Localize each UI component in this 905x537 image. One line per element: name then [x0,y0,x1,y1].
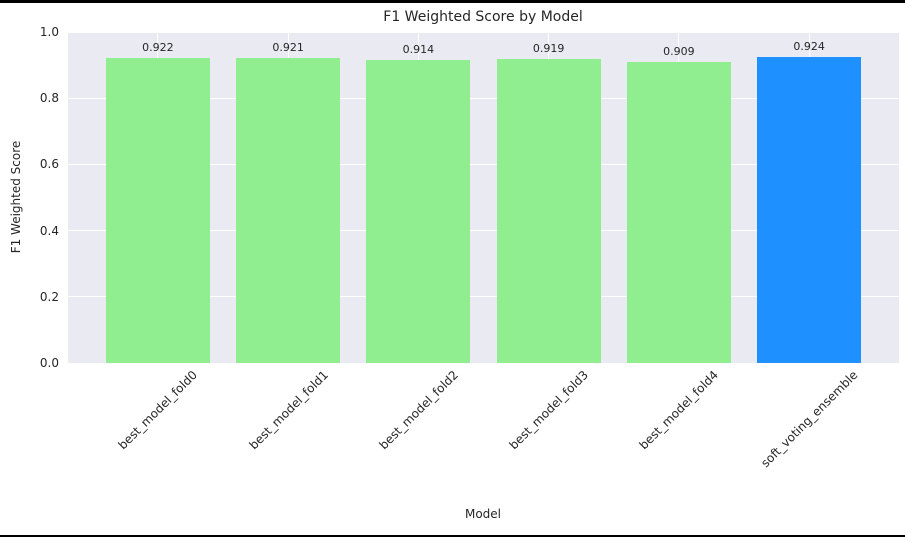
bar-soft_voting_ensemble [757,57,862,363]
bar-value-label: 0.922 [142,40,174,54]
x-tick-label: best_model_fold0 [115,367,201,453]
gridline-horizontal [68,230,899,232]
bar-best_model_fold3 [496,58,601,363]
bar-best_model_fold0 [105,57,210,363]
window-top-border [0,0,905,3]
bar-value-label: 0.924 [793,40,825,54]
bar-value-label: 0.921 [272,41,304,55]
x-tick-label: best_model_fold1 [246,367,331,453]
x-axis-label: Model [464,507,502,521]
y-tick-label: 0.6 [39,157,59,172]
bar-value-label: 0.909 [663,45,695,59]
y-tick-label: 0.0 [39,356,59,370]
gridline-horizontal [68,163,899,165]
bar-value-label: 0.914 [402,43,435,57]
bar-best_model_fold1 [236,58,341,363]
y-tick-label: 0.8 [39,91,59,106]
bar-best_model_fold4 [626,62,731,363]
window-bottom-border [0,535,905,537]
bar-value-label: 0.919 [532,41,565,55]
y-tick-label: 0.4 [39,223,59,238]
plot-area: 0.922 0.921 0.914 0.919 0.909 0.924 [68,31,899,363]
x-tick-label: soft_voting_ensemble [757,368,861,471]
gridline-horizontal [68,97,899,99]
y-tick-label: 0.2 [39,289,59,304]
x-tick-label: best_model_fold4 [636,367,722,453]
x-tick-label: best_model_fold2 [376,367,461,453]
bar-best_model_fold2 [366,60,471,363]
gridline-horizontal [68,296,899,298]
gridline-horizontal [68,31,899,33]
chart-title: F1 Weighted Score by Model [383,9,583,25]
x-tick-label: best_model_fold3 [506,367,592,453]
y-tick-label: 1.0 [39,25,59,39]
